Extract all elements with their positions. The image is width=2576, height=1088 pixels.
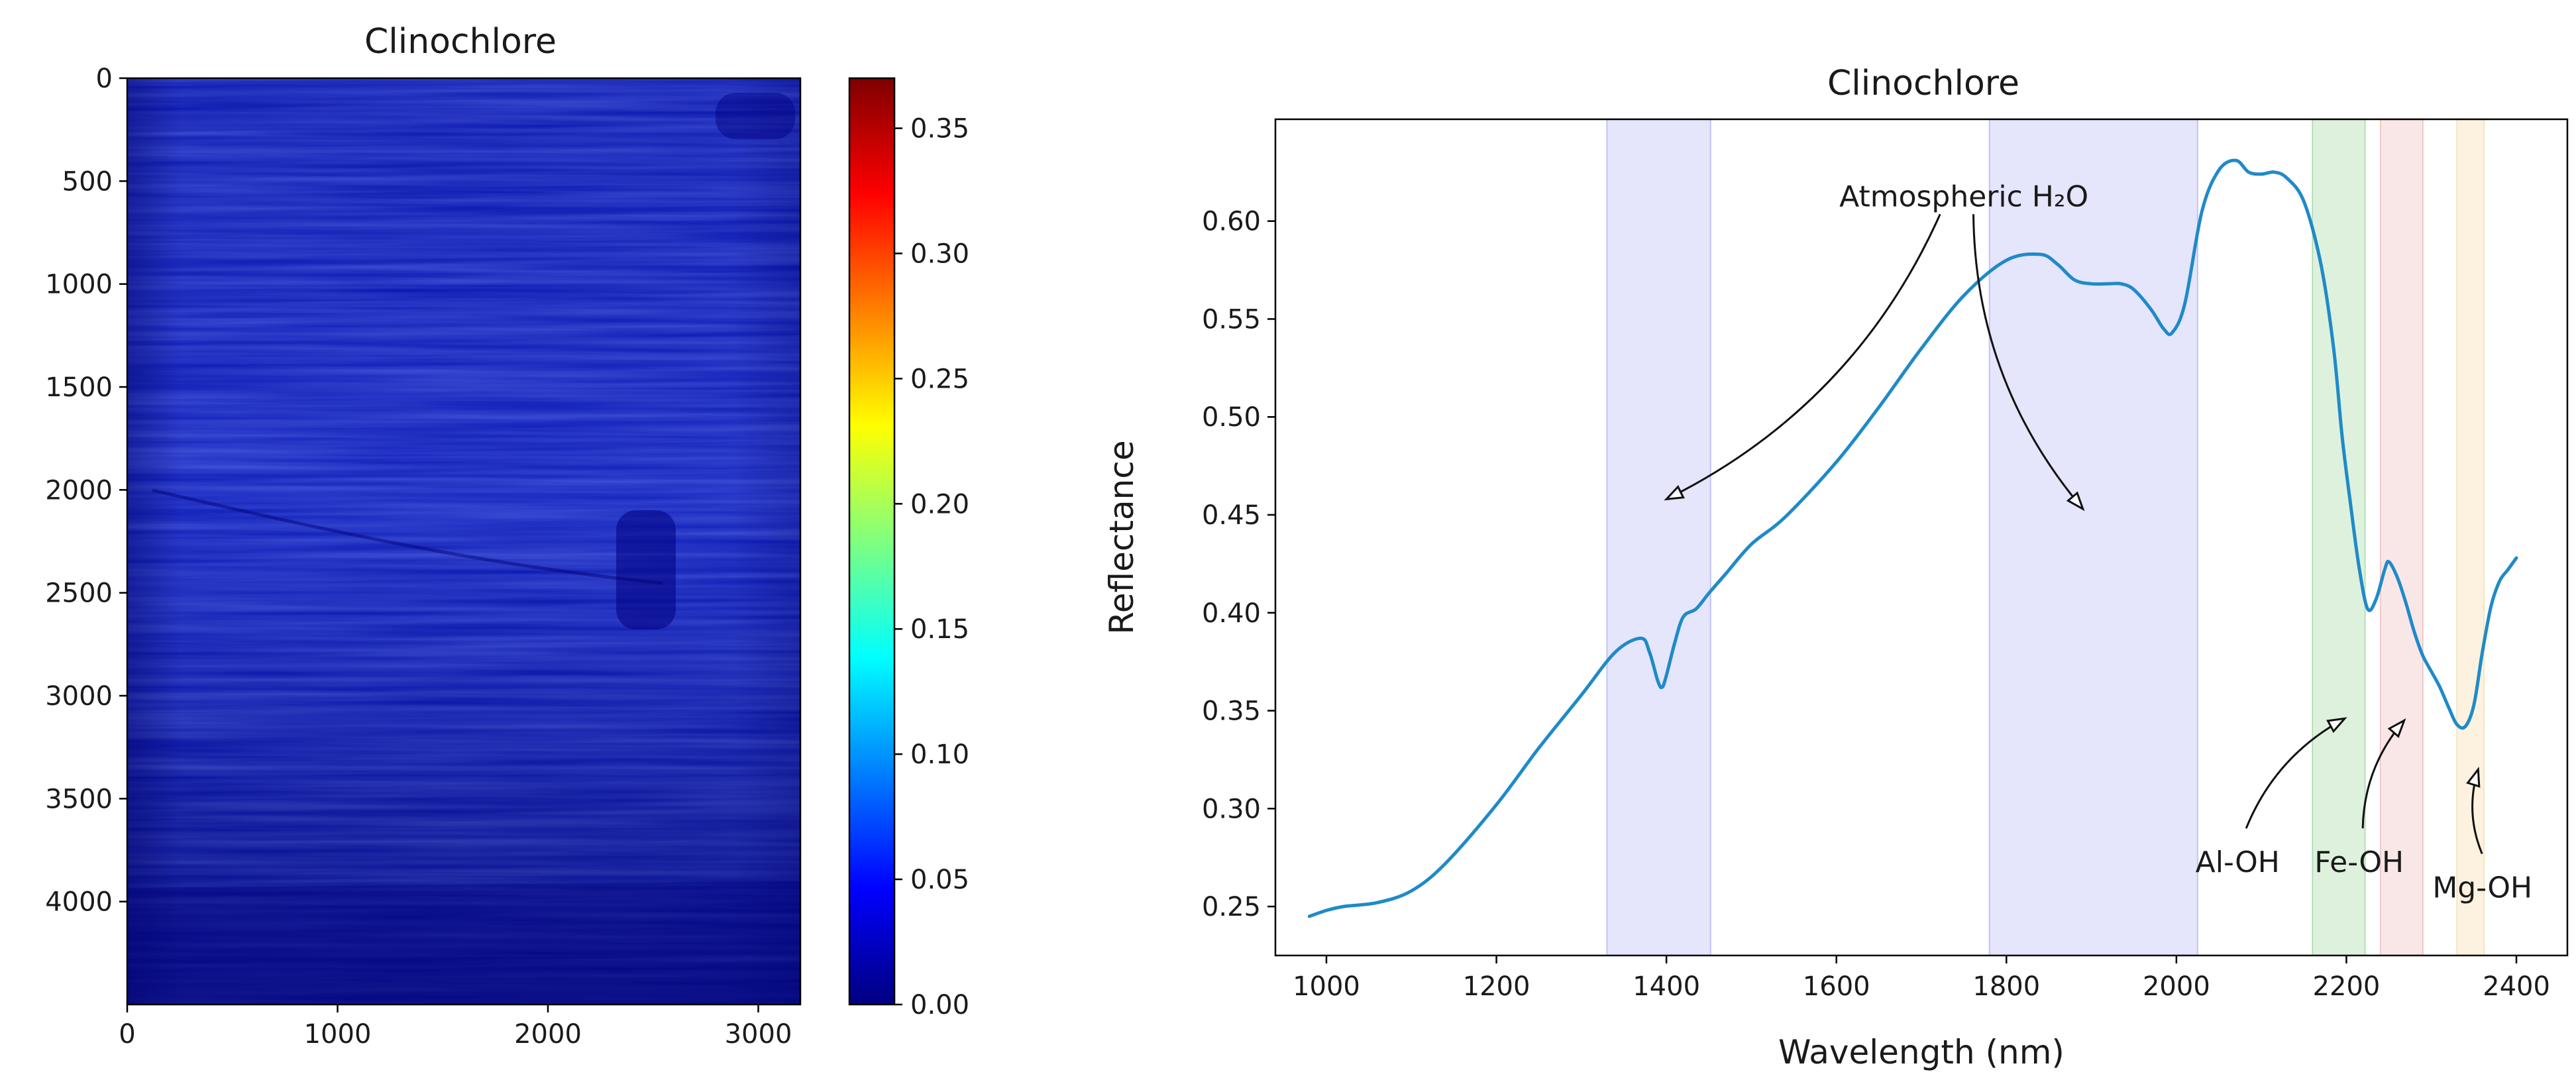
heatmap-x-tick-label: 3000	[725, 1019, 792, 1050]
heatmap-y-tick-label: 0	[96, 64, 113, 94]
line-y-tick-label: 0.25	[1202, 892, 1261, 922]
line-y-tick-label: 0.30	[1202, 794, 1261, 824]
heatmap-x-tick-label: 2000	[514, 1019, 582, 1050]
line-y-tick-label: 0.60	[1202, 207, 1261, 237]
line-x-axis: 1000 1200 1400 1600 1800 2000 2200 2400	[1293, 955, 2550, 1002]
heatmap-y-tick-label: 4000	[45, 887, 113, 918]
line-y-axis: 0.25 0.30 0.35 0.40 0.45 0.50 0.55 0.60	[1202, 207, 1275, 922]
band-mg-oh-band	[2456, 119, 2485, 956]
colorbar-tick-label: 0.10	[910, 739, 969, 770]
line-x-tick-label: 1000	[1293, 971, 1360, 1002]
heatmap-title: Clinochlore	[364, 22, 557, 62]
band-fe-oh-band	[2379, 119, 2424, 956]
heatmap-panel: Clinochlore 0 1000 2000 3000 0 500 1000 1500 20…	[45, 22, 969, 1050]
x-axis-label: Wavelength (nm)	[1778, 1033, 2065, 1071]
colorbar-tick-label: 0.00	[910, 990, 969, 1020]
y-axis-label: Reflectance	[1102, 440, 1141, 634]
colorbar-tick-label: 0.15	[910, 614, 969, 645]
heatmap-y-tick-label: 3500	[45, 784, 113, 814]
heatmap-y-tick-label: 2000	[45, 475, 113, 506]
line-panel: Clinochlore Atmospheric H₂O Al-OH Fe-OH Mg-…	[1102, 64, 2569, 1071]
band-al-oh-band	[2312, 119, 2366, 956]
arrowhead-icon	[2466, 767, 2481, 788]
arrowhead-icon	[1664, 485, 1685, 501]
heatmap-x-tick-label: 1000	[304, 1019, 372, 1050]
annotation-mg-oh: Mg-OH	[2432, 871, 2532, 905]
colorbar-tick-label: 0.20	[910, 489, 969, 519]
arrowhead-icon	[2387, 718, 2406, 738]
spectrum-line	[1307, 158, 2518, 918]
colorbar-tick-label: 0.35	[910, 114, 969, 144]
line-y-tick-label: 0.40	[1202, 598, 1261, 629]
annotations: Atmospheric H₂O Al-OH Fe-OH Mg-OH	[1664, 180, 2532, 905]
line-x-tick-label: 1400	[1633, 971, 1700, 1002]
colorbar-tick-label: 0.30	[910, 239, 969, 269]
line-y-tick-label: 0.45	[1202, 500, 1261, 531]
heatmap-streak	[152, 488, 663, 585]
line-x-tick-label: 1600	[1803, 971, 1870, 1002]
heatmap-x-axis: 0 1000 2000 3000	[119, 1005, 792, 1050]
heatmap-y-tick-label: 3000	[45, 681, 113, 712]
band-atmospheric-h2o-band-2	[1988, 119, 2198, 956]
line-x-tick-label: 1800	[1972, 971, 2040, 1002]
line-x-tick-label: 1200	[1463, 971, 1530, 1002]
heatmap-image	[127, 78, 800, 1005]
arrowhead-icon	[2066, 491, 2085, 512]
annotation-atmospheric-h-o: Atmospheric H₂O	[1839, 180, 2088, 213]
line-x-tick-label: 2200	[2313, 971, 2381, 1002]
colorbar-frame	[848, 77, 896, 1006]
arrowhead-icon	[2326, 717, 2347, 734]
heatmap-band	[127, 881, 800, 1005]
heatmap-y-axis: 0 500 1000 1500 2000 2500 3000 3500 4000	[45, 64, 127, 918]
heatmap-x-tick-label: 0	[119, 1019, 135, 1050]
heatmap-dark-patch	[616, 510, 676, 629]
line-y-tick-label: 0.35	[1202, 696, 1261, 727]
line-x-tick-label: 2000	[2143, 971, 2210, 1002]
annotation-al-oh: Al-OH	[2196, 845, 2280, 879]
line-y-tick-label: 0.50	[1202, 402, 1261, 433]
heatmap-y-tick-label: 2500	[45, 578, 113, 609]
colorbar-tick-label: 0.05	[910, 865, 969, 895]
line-plot-frame	[1274, 118, 2569, 957]
band-atmospheric-h2o-band-1	[1606, 119, 1711, 956]
colorbar	[849, 78, 894, 1005]
heatmap-y-tick-label: 500	[62, 166, 113, 197]
line-chart-title: Clinochlore	[1827, 64, 2019, 103]
line-y-tick-label: 0.55	[1202, 304, 1261, 335]
annotation-arrow	[2245, 718, 2345, 829]
annotation-arrow	[1666, 213, 1941, 500]
heatmap-y-tick-label: 1500	[45, 372, 113, 403]
colorbar-axis: 0.00 0.05 0.10 0.15 0.20 0.25 0.30 0.35	[894, 114, 969, 1020]
colorbar-tick-label: 0.25	[910, 364, 969, 394]
heatmap-frame	[126, 77, 802, 1006]
absorption-bands	[1606, 119, 2485, 956]
heatmap-y-tick-label: 1000	[45, 270, 113, 300]
annotation-arrow	[1972, 214, 2084, 510]
line-x-tick-label: 2400	[2483, 971, 2550, 1002]
heatmap-dark-corner	[716, 93, 795, 139]
annotation-fe-oh: Fe-OH	[2314, 845, 2404, 879]
